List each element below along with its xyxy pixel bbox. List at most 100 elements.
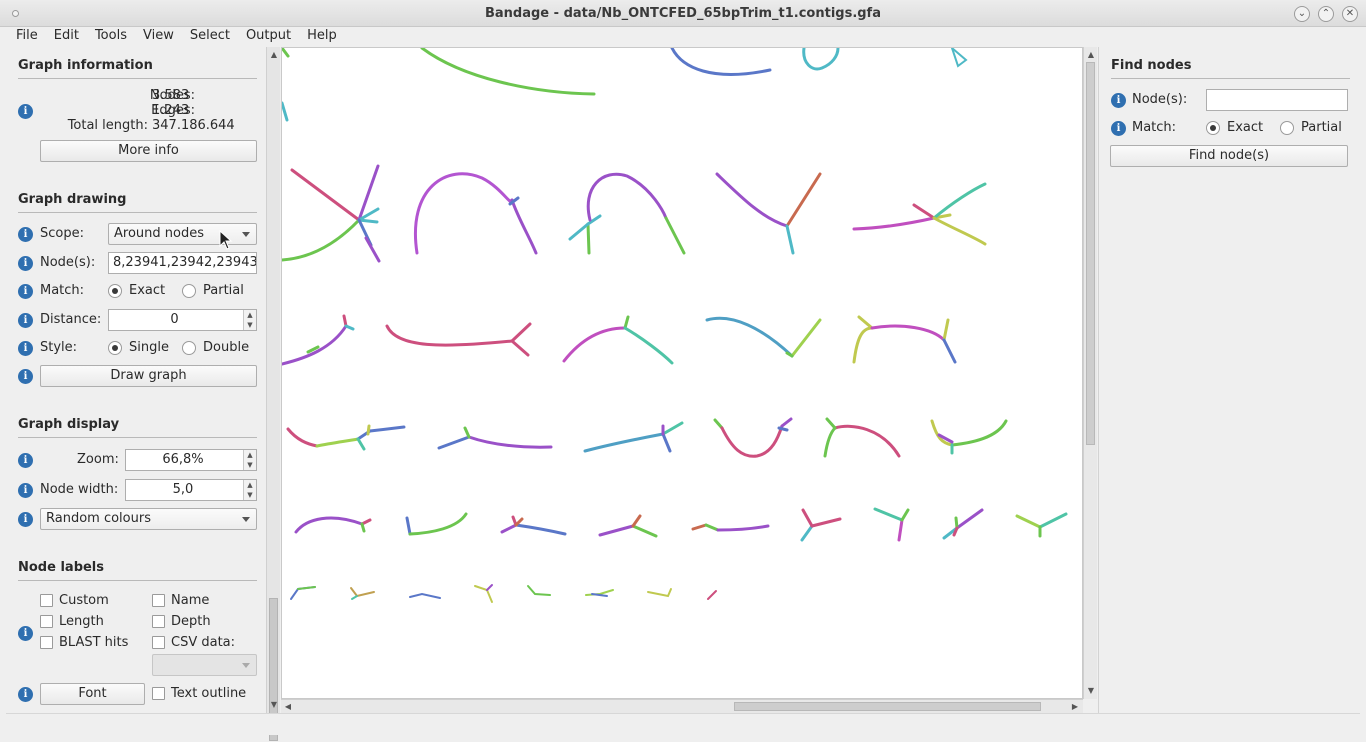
spin-down-icon[interactable]: ▼ [243, 460, 256, 470]
info-icon[interactable]: i [18, 512, 33, 527]
graph-display-heading: Graph display [18, 417, 257, 438]
menu-file[interactable]: File [16, 28, 38, 43]
info-icon[interactable]: i [18, 453, 33, 468]
depth-checkbox[interactable] [152, 615, 165, 628]
find-nodes-input[interactable] [1206, 89, 1348, 111]
info-icon[interactable]: i [18, 369, 33, 384]
csv-data-dropdown[interactable] [152, 654, 257, 676]
blast-hits-checkbox[interactable] [40, 636, 53, 649]
chevron-down-icon [242, 517, 250, 522]
node-width-value: 5,0 [172, 482, 194, 497]
menu-bar: File Edit Tools View Select Output Help [6, 27, 1360, 47]
info-icon[interactable]: i [1111, 121, 1126, 136]
find-nodes-heading: Find nodes [1111, 58, 1350, 79]
info-icon[interactable]: i [18, 341, 33, 356]
scroll-right-icon[interactable]: ▶ [1071, 702, 1079, 711]
node-labels-heading: Node labels [18, 560, 257, 581]
graph-horizontal-scrollbar[interactable]: ◀ ▶ [281, 699, 1083, 713]
close-icon[interactable]: ✕ [1342, 6, 1358, 22]
nodes-count-value: 3.583 [152, 88, 190, 103]
zoom-spinbox[interactable]: 66,8% ▲ ▼ [125, 449, 257, 471]
menu-edit[interactable]: Edit [53, 28, 79, 43]
total-length-value: 347.186.644 [152, 118, 235, 133]
scrollbar-thumb[interactable] [734, 702, 1041, 711]
left-panel-scrollbar[interactable]: ▲ ▼ [266, 47, 280, 741]
scroll-down-icon[interactable]: ▼ [1087, 686, 1095, 695]
name-label: Name [171, 593, 210, 608]
find-nodes-label: Node(s): [1132, 92, 1188, 107]
draw-nodes-input[interactable]: 8,23941,23942,23943 [108, 252, 257, 274]
info-icon[interactable]: i [18, 313, 33, 328]
find-match-exact-radio[interactable] [1206, 121, 1220, 135]
length-checkbox[interactable] [40, 615, 53, 628]
spin-up-icon[interactable]: ▲ [243, 480, 256, 490]
window-menu-icon[interactable] [12, 10, 19, 17]
node-width-label: Node width: [40, 482, 119, 497]
find-match-exact-label: Exact [1227, 120, 1264, 135]
text-outline-label: Text outline [171, 686, 247, 701]
info-icon[interactable]: i [18, 284, 33, 299]
find-nodes-button[interactable]: Find node(s) [1110, 145, 1348, 167]
more-info-button[interactable]: More info [40, 140, 257, 162]
name-checkbox[interactable] [152, 594, 165, 607]
menu-view[interactable]: View [142, 28, 174, 43]
draw-nodes-label: Node(s): [40, 255, 96, 270]
spin-down-icon[interactable]: ▼ [243, 320, 256, 330]
match-partial-radio[interactable] [182, 284, 196, 298]
graph-drawing-heading: Graph drawing [18, 192, 257, 213]
scope-label: Scope: [40, 226, 84, 241]
spin-up-icon[interactable]: ▲ [243, 450, 256, 460]
zoom-value: 66,8% [162, 452, 204, 467]
info-icon[interactable]: i [1111, 93, 1126, 108]
graph-canvas[interactable] [281, 47, 1083, 699]
menu-help[interactable]: Help [307, 28, 337, 43]
depth-label: Depth [171, 614, 211, 629]
edges-count-label: Edges: [151, 103, 195, 118]
style-single-radio[interactable] [108, 341, 122, 355]
total-length-label: Total length: [67, 118, 148, 133]
maximize-icon[interactable]: ⌃ [1318, 6, 1334, 22]
menu-output[interactable]: Output [245, 28, 292, 43]
style-double-radio[interactable] [182, 341, 196, 355]
graph-information-heading: Graph information [18, 58, 257, 79]
scrollbar-thumb[interactable] [1086, 62, 1095, 445]
node-width-spinbox[interactable]: 5,0 ▲ ▼ [125, 479, 257, 501]
info-icon[interactable]: i [18, 256, 33, 271]
scroll-left-icon[interactable]: ◀ [284, 702, 292, 711]
scrollbar-thumb[interactable] [269, 598, 278, 741]
info-icon[interactable]: i [18, 104, 33, 119]
spin-down-icon[interactable]: ▼ [243, 490, 256, 500]
graph-vertical-scrollbar[interactable]: ▲ ▼ [1083, 47, 1097, 699]
graph-drawing [282, 48, 1068, 603]
chevron-down-icon [242, 663, 250, 668]
match-exact-radio[interactable] [108, 284, 122, 298]
info-icon[interactable]: i [18, 227, 33, 242]
menu-tools[interactable]: Tools [94, 28, 127, 43]
minimize-icon[interactable]: ⌄ [1294, 6, 1310, 22]
menu-select[interactable]: Select [189, 28, 230, 43]
style-single-label: Single [129, 340, 169, 355]
distance-spinbox[interactable]: 0 ▲ ▼ [108, 309, 257, 331]
font-button[interactable]: Font [40, 683, 145, 705]
distance-label: Distance: [40, 312, 102, 327]
text-outline-checkbox[interactable] [152, 687, 165, 700]
length-label: Length [59, 614, 104, 629]
scroll-up-icon[interactable]: ▲ [270, 50, 278, 59]
custom-checkbox[interactable] [40, 594, 53, 607]
draw-graph-button[interactable]: Draw graph [40, 365, 257, 387]
colour-scheme-dropdown[interactable]: Random colours [40, 508, 257, 530]
scroll-down-icon[interactable]: ▼ [270, 700, 278, 709]
match-exact-label: Exact [129, 283, 166, 298]
find-match-partial-radio[interactable] [1280, 121, 1294, 135]
spin-up-icon[interactable]: ▲ [243, 310, 256, 320]
mouse-cursor-icon [219, 229, 233, 250]
style-label: Style: [40, 340, 78, 355]
match-partial-label: Partial [203, 283, 244, 298]
scope-dropdown[interactable]: Around nodes [108, 223, 257, 245]
nodes-count-label: Nodes: [149, 88, 195, 103]
scroll-up-icon[interactable]: ▲ [1087, 50, 1095, 59]
csv-data-checkbox[interactable] [152, 636, 165, 649]
info-icon[interactable]: i [18, 687, 33, 702]
info-icon[interactable]: i [18, 483, 33, 498]
info-icon[interactable]: i [18, 626, 33, 641]
